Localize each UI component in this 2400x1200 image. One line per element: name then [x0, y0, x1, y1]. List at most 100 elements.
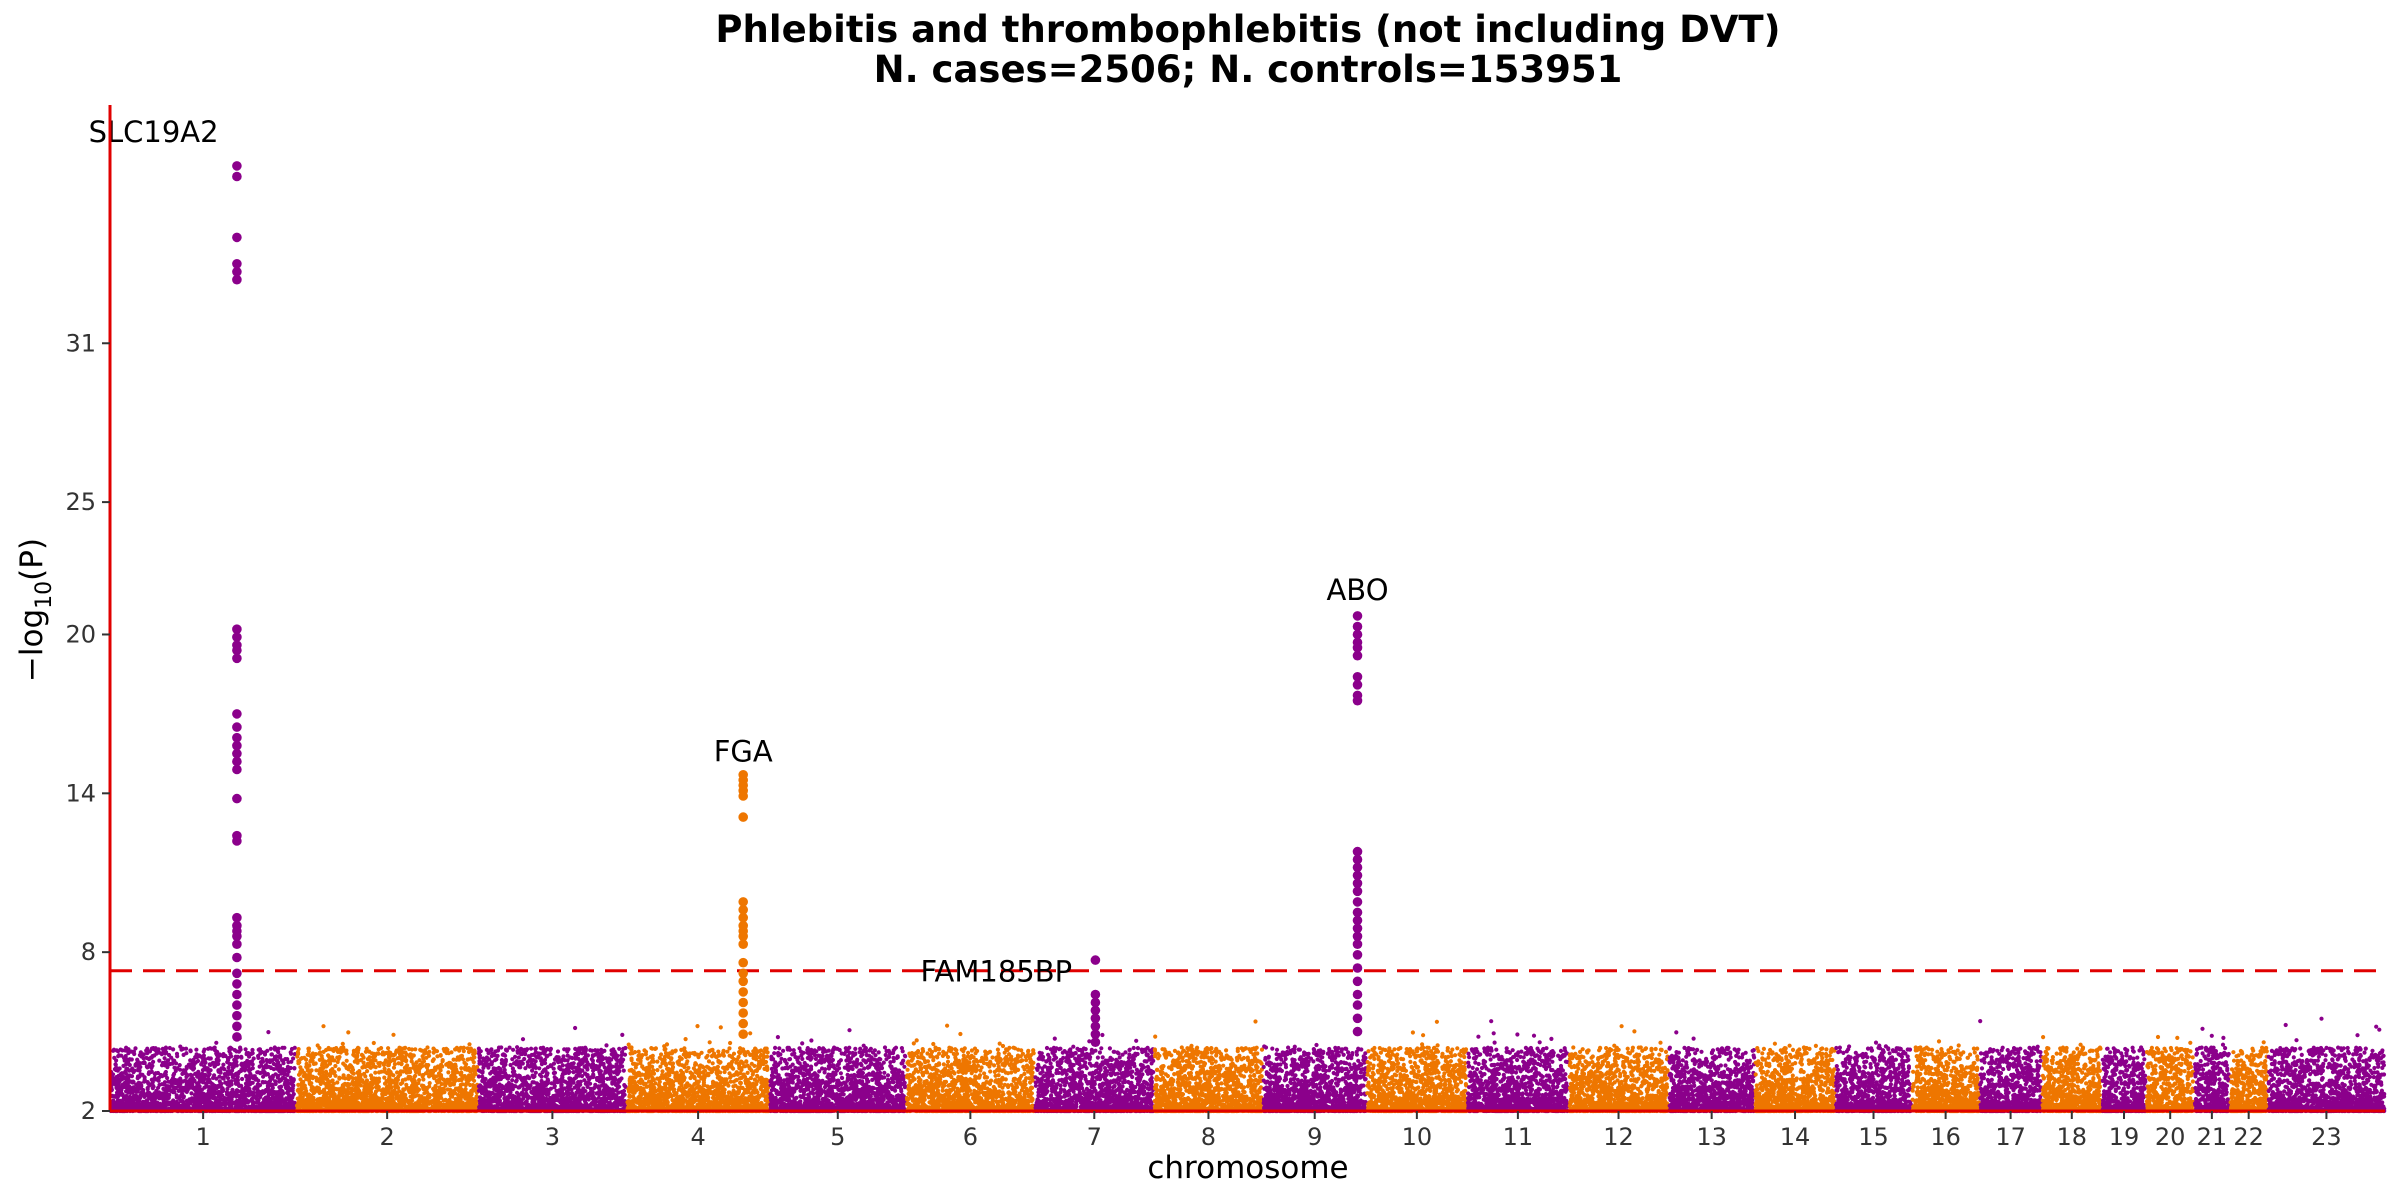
peak-point-fga-17 — [738, 997, 748, 1008]
chromosome-16-points — [1910, 1039, 1981, 1114]
y-tick-label: 8 — [81, 938, 96, 966]
peak-point-abo-22 — [1352, 950, 1363, 960]
y-tick-label: 2 — [81, 1097, 96, 1125]
gene-labels: SLC19A2 FGA ABO FAM185BP — [89, 115, 1389, 988]
chromosome-12-points — [1567, 1024, 1670, 1114]
chromosome-5-points — [768, 1028, 908, 1114]
peak-point-fga-6 — [738, 897, 748, 907]
peak-point-fga-19 — [738, 1018, 748, 1029]
peak-point-abo-19 — [1352, 923, 1363, 934]
peak-point-slc19a2-0 — [232, 161, 242, 171]
peak-point-fam185bp-1 — [1090, 989, 1101, 1000]
chromosome-13-points — [1667, 1030, 1757, 1114]
peak-point-slc19a2-28 — [232, 979, 242, 989]
peak-point-fam185bp-4 — [1090, 1013, 1101, 1024]
gene-label-fga: FGA — [714, 735, 773, 769]
peak-point-slc19a2-10 — [232, 653, 242, 664]
chromosome-6-points — [904, 1023, 1036, 1114]
peak-point-abo-12 — [1352, 862, 1363, 873]
peak-point-slc19a2-26 — [232, 952, 242, 963]
peak-point-fga-5 — [738, 812, 748, 822]
peak-point-slc19a2-21 — [232, 912, 242, 923]
x-tick-label-chr3: 3 — [545, 1123, 560, 1151]
peak-point-abo-16 — [1352, 897, 1363, 907]
chromosome-18-points — [2040, 1035, 2104, 1114]
chromosome-2-points — [294, 1024, 480, 1114]
x-tick-label-chr17: 17 — [1995, 1123, 2026, 1151]
peak-point-abo-26 — [1352, 1000, 1363, 1010]
peak-point-slc19a2-12 — [232, 722, 242, 732]
peak-point-abo-9 — [1352, 695, 1363, 706]
peak-point-slc19a2-17 — [232, 764, 242, 775]
x-tick-label-chr20: 20 — [2155, 1123, 2186, 1151]
chromosome-14-points — [1753, 1041, 1837, 1114]
peak-point-slc19a2-16 — [232, 756, 242, 767]
peak-point-slc19a2-20 — [232, 836, 242, 846]
x-tick-label-chr7: 7 — [1087, 1123, 1102, 1151]
x-tick-label-chr8: 8 — [1201, 1123, 1216, 1151]
peak-point-slc19a2-30 — [232, 1000, 242, 1010]
background-points — [108, 1016, 2387, 1114]
x-tick-label-chr16: 16 — [1930, 1123, 1961, 1151]
peak-point-abo-5 — [1352, 650, 1363, 661]
peak-point-slc19a2-25 — [232, 939, 242, 949]
x-tick-label-chr4: 4 — [690, 1123, 705, 1151]
x-axis-title: chromosome — [1147, 1150, 1348, 1186]
peak-point-slc19a2-29 — [232, 989, 242, 1000]
chromosome-15-points — [1834, 1040, 1914, 1114]
peak-point-abo-6 — [1352, 672, 1363, 682]
chart-title-line-1: Phlebitis and thrombophlebitis (not incl… — [715, 8, 1780, 51]
peak-point-abo-17 — [1352, 907, 1363, 918]
peak-point-slc19a2-27 — [232, 968, 242, 979]
peak-point-abo-13 — [1352, 870, 1363, 881]
peak-point-fga-4 — [738, 791, 748, 801]
x-tick-label-chr21: 21 — [2197, 1123, 2228, 1151]
peak-point-fam185bp-0 — [1090, 955, 1101, 965]
peak-point-slc19a2-9 — [232, 645, 242, 656]
chromosome-19-points — [2100, 1045, 2148, 1114]
peak-point-slc19a2-2 — [232, 232, 242, 243]
x-tick-label-chr13: 13 — [1696, 1123, 1727, 1151]
peak-point-fga-15 — [738, 976, 748, 987]
peak-point-abo-10 — [1352, 846, 1363, 857]
x-tick-label-chr22: 22 — [2233, 1123, 2264, 1151]
peak-point-abo-1 — [1352, 621, 1363, 632]
y-tick-label: 14 — [65, 779, 96, 807]
peak-point-fga-14 — [738, 968, 748, 979]
x-tick-label-chr12: 12 — [1603, 1123, 1634, 1151]
x-tick-label-chr14: 14 — [1780, 1123, 1811, 1151]
peak-point-slc19a2-15 — [232, 748, 242, 759]
peak-point-abo-21 — [1352, 939, 1363, 949]
gene-label-slc19a2: SLC19A2 — [89, 115, 219, 149]
peak-point-slc19a2-31 — [232, 1010, 242, 1021]
chromosome-21-points — [2192, 1026, 2231, 1114]
chromosome-9-points — [1261, 1027, 1368, 1114]
chromosome-8-points — [1152, 1019, 1265, 1114]
x-tick-label-chr1: 1 — [195, 1123, 210, 1151]
peak-point-slc19a2-14 — [232, 740, 242, 751]
chromosome-23-points — [2266, 1016, 2387, 1114]
peak-point-abo-18 — [1352, 915, 1363, 926]
peak-point-abo-25 — [1352, 989, 1363, 1000]
peak-point-abo-11 — [1352, 854, 1363, 865]
peak-point-fam185bp-5 — [1090, 1021, 1101, 1032]
peak-point-abo-0 — [1352, 611, 1363, 621]
peak-point-slc19a2-32 — [232, 1021, 242, 1032]
chromosome-3-points — [476, 1025, 628, 1114]
chromosome-4-points — [625, 1023, 771, 1114]
peak-point-slc19a2-3 — [232, 259, 242, 269]
x-tick-label-chr19: 19 — [2109, 1123, 2140, 1151]
peak-point-abo-24 — [1352, 976, 1363, 987]
peak-point-slc19a2-18 — [232, 793, 242, 804]
peak-point-abo-14 — [1352, 878, 1363, 889]
x-tick-label-chr23: 23 — [2311, 1123, 2342, 1151]
y-tick-label: 20 — [65, 620, 96, 648]
x-tick-label-chr9: 9 — [1307, 1123, 1322, 1151]
x-tick-label-chr11: 11 — [1503, 1123, 1534, 1151]
peak-point-slc19a2-6 — [232, 624, 242, 634]
x-tick-label-chr5: 5 — [830, 1123, 845, 1151]
peak-point-fam185bp-2 — [1090, 997, 1101, 1008]
peak-point-fga-11 — [738, 931, 748, 942]
peak-point-fga-7 — [738, 905, 748, 915]
